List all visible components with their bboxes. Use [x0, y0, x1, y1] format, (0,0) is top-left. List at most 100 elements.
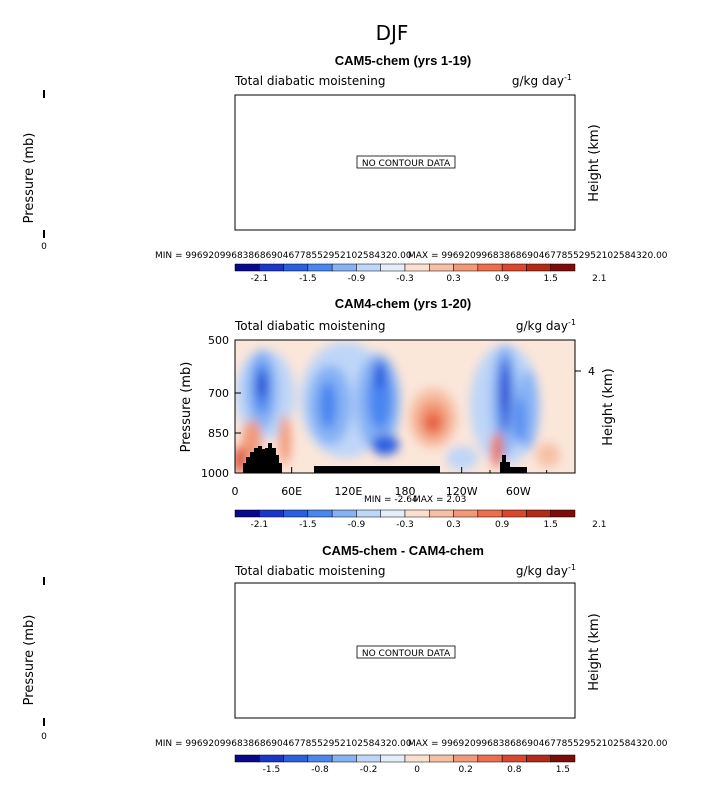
colorbar-tick-label: -0.9: [348, 274, 366, 284]
x-tick-label: 120E: [334, 485, 362, 498]
panel-1-title: CAM5-chem (yrs 1-19): [335, 53, 472, 68]
colorbar-swatch: [453, 509, 479, 518]
panel-2-units: g/kg day-1: [516, 318, 576, 333]
colorbar-tick-label: -0.8: [311, 765, 329, 775]
y-tick-label: 700: [208, 387, 229, 400]
panel-3-message-box: [356, 645, 456, 659]
panel-2-title: CAM4-chem (yrs 1-20): [335, 296, 472, 311]
field-blob: [279, 415, 291, 465]
field-blob: [515, 396, 525, 444]
colorbar-swatch: [234, 509, 260, 518]
panel-1-left-label: Total diabatic moistening: [234, 74, 385, 88]
colorbar-tick-label: 0.3: [446, 274, 460, 284]
colorbar-tick-label: 2.1: [592, 274, 606, 284]
colorbar-tick-label: 0.3: [446, 520, 460, 530]
panel-2-ylabel-right: Height (km): [601, 368, 616, 445]
topography-andes: [500, 455, 527, 473]
colorbar-swatch: [307, 263, 333, 272]
field-blob: [371, 435, 399, 455]
colorbar-tick-label: -1.5: [263, 765, 281, 775]
panel-3-message: NO CONTOUR DATA: [362, 649, 451, 659]
x-tick-label: 60W: [506, 485, 531, 498]
panel-1: CAM5-chem (yrs 1-19) Total diabatic mois…: [22, 53, 668, 284]
field-blob: [536, 443, 560, 467]
panel-2-colorbar: -2.1 -1.5 -0.9 -0.3 0.3 0.9 1.5 2.1: [234, 509, 606, 530]
y-tick-label: 500: [208, 334, 229, 347]
colorbar-tick-label: -2.1: [251, 274, 269, 284]
colorbar-swatch: [453, 754, 479, 763]
panel-2: CAM4-chem (yrs 1-20) Total diabatic mois…: [179, 296, 616, 530]
colorbar-swatch: [477, 509, 503, 518]
colorbar-tick-label: -0.3: [396, 274, 414, 284]
panel-1-min-label: MIN = 9969209968386869046778552952102584…: [155, 251, 412, 261]
colorbar-tick-label: -0.9: [348, 520, 366, 530]
colorbar-swatch: [526, 263, 551, 272]
panel-3-ylabel-right: Height (km): [587, 613, 602, 690]
colorbar-tick-label: -1.5: [299, 274, 317, 284]
colorbar-swatch: [477, 754, 503, 763]
right-tick-label: 4: [588, 365, 595, 378]
colorbar-swatch: [477, 263, 503, 272]
colorbar-swatch: [404, 263, 430, 272]
colorbar-swatch: [234, 263, 260, 272]
panel-2-field: [235, 340, 575, 473]
colorbar-swatch: [356, 754, 381, 763]
colorbar-swatch: [331, 754, 357, 763]
panel-1-colorbar: -2.1 -1.5 -0.9 -0.3 0.3 0.9 1.5 2.1: [234, 263, 606, 284]
colorbar-tick-label: -0.2: [360, 765, 378, 775]
panel-3-ytick-label: 0: [41, 732, 47, 742]
colorbar-swatch: [307, 509, 333, 518]
field-blob: [502, 370, 508, 410]
topography-pacific: [314, 466, 440, 473]
colorbar-tick-label: 2.1: [592, 520, 606, 530]
colorbar-swatch: [429, 509, 454, 518]
colorbar-swatch: [283, 509, 309, 518]
field-blob: [429, 418, 437, 428]
panel-3-left-label: Total diabatic moistening: [234, 564, 385, 578]
x-tick-label: 180: [395, 485, 416, 498]
panel-3-units: g/kg day-1: [516, 563, 576, 578]
x-tick-label: 120W: [446, 485, 478, 498]
colorbar-swatch: [404, 754, 430, 763]
panel-1-message-box: [356, 155, 456, 169]
colorbar-swatch: [380, 263, 406, 272]
colorbar-tick-label: 0.9: [495, 520, 510, 530]
colorbar-swatch: [526, 754, 551, 763]
colorbar-swatch: [550, 263, 576, 272]
panel-1-ytick-label: 0: [41, 242, 47, 252]
colorbar-swatch: [453, 263, 479, 272]
colorbar-swatch: [356, 509, 381, 518]
field-blob: [319, 381, 337, 429]
topography-africa: [243, 443, 282, 473]
colorbar-swatch: [501, 263, 527, 272]
colorbar-tick-label: 0: [414, 765, 420, 775]
colorbar-swatch: [550, 754, 576, 763]
panel-2-max-label: MAX = 2.03: [413, 495, 466, 505]
panel-3: CAM5-chem - CAM4-chem Total diabatic moi…: [22, 543, 668, 775]
colorbar-tick-label: 1.5: [544, 274, 558, 284]
panel-2-left-label: Total diabatic moistening: [234, 319, 385, 333]
colorbar-swatch: [331, 509, 357, 518]
colorbar-swatch: [259, 754, 284, 763]
figure-title: DJF: [376, 21, 409, 45]
panel-3-plot-frame: [234, 582, 576, 719]
panel-1-ylabel-right: Height (km): [587, 124, 602, 201]
colorbar-swatch: [331, 263, 357, 272]
panel-1-plot-frame: [234, 94, 576, 231]
colorbar-tick-label: 0.8: [507, 765, 522, 775]
colorbar-swatch: [307, 754, 333, 763]
colorbar-swatch: [259, 509, 284, 518]
colorbar-swatch: [259, 263, 284, 272]
panel-3-max-label: MAX = 9969209968386869046778552952102584…: [408, 739, 668, 749]
field-blob: [491, 432, 503, 468]
colorbar-swatch: [501, 509, 527, 518]
field-blob: [368, 370, 392, 430]
colorbar-swatch: [429, 754, 454, 763]
panel-2-axes: 500 700 850 1000 4 0 60E 120E 180 120W 60W: [201, 334, 595, 498]
panel-2-min-label: MIN = -2.64: [364, 495, 418, 505]
x-tick-label: 0: [232, 485, 239, 498]
panel-3-ylabel: Pressure (mb): [22, 615, 37, 706]
colorbar-tick-label: 0.9: [495, 274, 510, 284]
panel-1-ylabel: Pressure (mb): [22, 133, 37, 224]
